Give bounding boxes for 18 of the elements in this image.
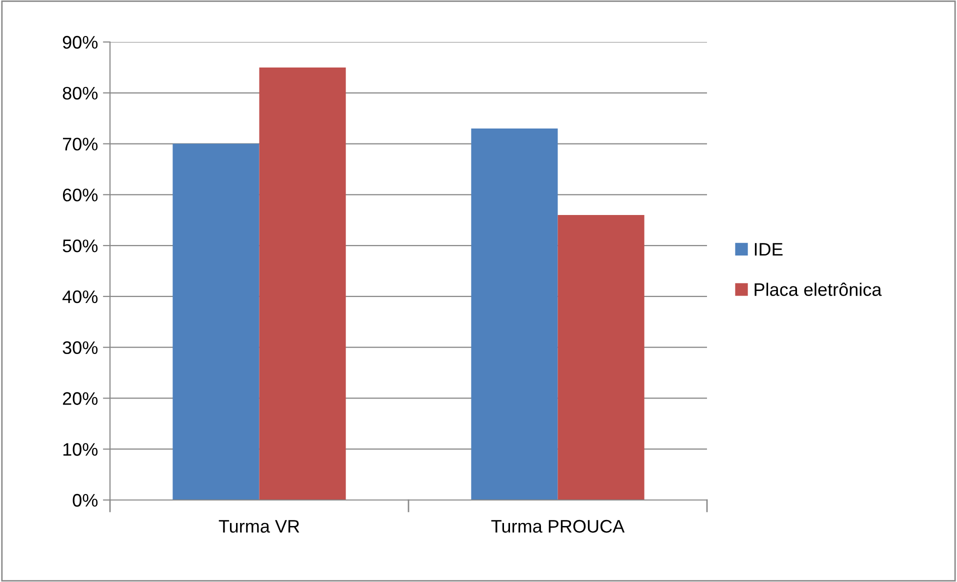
bar [471, 128, 558, 500]
y-tick-label: 80% [62, 86, 98, 100]
bar [172, 144, 260, 500]
y-tick-label: 40% [62, 290, 98, 304]
legend-label: Placa eletrônica [754, 282, 882, 296]
y-tick-label: 70% [62, 138, 98, 150]
legend-label: IDE [754, 243, 783, 256]
y-tick-label: 30% [62, 341, 98, 354]
y-tick-label: 10% [63, 443, 98, 456]
y-tick-label: 60% [62, 188, 98, 202]
x-tick-label: Turma PROUCA [491, 520, 625, 533]
y-tick-label: 50% [62, 239, 98, 252]
y-tick-label: 90% [62, 36, 98, 49]
bar [259, 67, 346, 500]
y-tick-label: 0% [72, 494, 98, 507]
y-tick-label: 20% [62, 392, 98, 405]
bar [558, 215, 644, 500]
x-tick-label: Turma VR [218, 520, 300, 533]
